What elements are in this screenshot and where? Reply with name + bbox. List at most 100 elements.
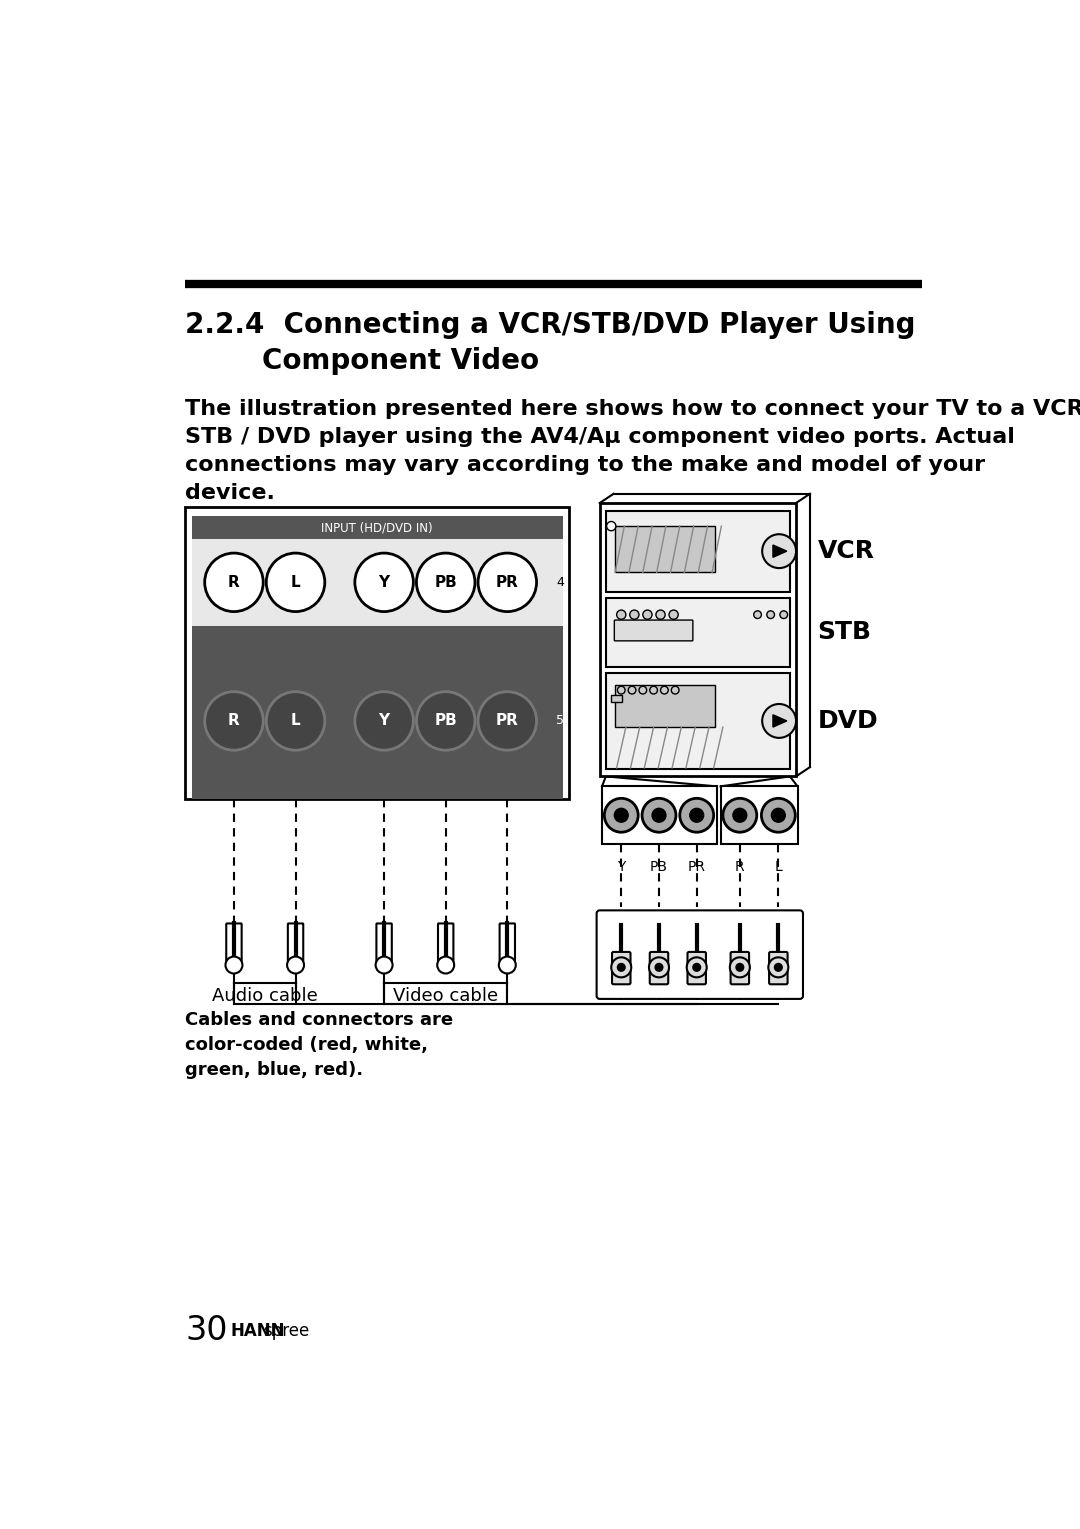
- Text: Y: Y: [378, 714, 390, 728]
- Circle shape: [605, 798, 638, 832]
- Circle shape: [730, 957, 750, 977]
- Text: R: R: [228, 714, 240, 728]
- FancyBboxPatch shape: [226, 924, 242, 962]
- Circle shape: [768, 957, 788, 977]
- Bar: [191, 627, 563, 800]
- Circle shape: [762, 534, 796, 569]
- Circle shape: [226, 957, 242, 974]
- Text: L: L: [774, 859, 782, 873]
- Text: The illustration presented here shows how to connect your TV to a VCR /
STB / DV: The illustration presented here shows ho…: [186, 399, 1080, 503]
- Circle shape: [267, 691, 325, 751]
- Text: 2.2.4  Connecting a VCR/STB/DVD Player Using
        Component Video: 2.2.4 Connecting a VCR/STB/DVD Player Us…: [186, 310, 916, 375]
- Circle shape: [649, 957, 669, 977]
- Circle shape: [780, 610, 787, 619]
- Bar: [602, 786, 717, 844]
- FancyBboxPatch shape: [596, 910, 804, 998]
- Circle shape: [618, 963, 625, 971]
- FancyBboxPatch shape: [288, 924, 303, 962]
- Text: HANN: HANN: [230, 1321, 285, 1339]
- FancyBboxPatch shape: [500, 924, 515, 962]
- Text: PB: PB: [434, 714, 457, 728]
- Bar: [720, 786, 798, 844]
- Circle shape: [355, 691, 414, 751]
- Text: STB: STB: [818, 621, 872, 644]
- Circle shape: [478, 691, 537, 751]
- Text: R: R: [735, 859, 744, 873]
- Circle shape: [615, 809, 629, 823]
- Bar: [191, 517, 563, 540]
- Text: Video cable: Video cable: [393, 986, 498, 1005]
- Bar: [606, 511, 789, 592]
- Circle shape: [669, 610, 678, 619]
- FancyBboxPatch shape: [377, 924, 392, 962]
- Text: PR: PR: [496, 714, 518, 728]
- FancyBboxPatch shape: [615, 621, 693, 641]
- Text: Audio cable: Audio cable: [212, 986, 318, 1005]
- Circle shape: [735, 963, 744, 971]
- Text: spree: spree: [264, 1321, 310, 1339]
- Circle shape: [661, 687, 669, 694]
- Circle shape: [679, 798, 714, 832]
- Circle shape: [205, 553, 264, 612]
- Circle shape: [723, 798, 757, 832]
- Circle shape: [437, 957, 455, 974]
- FancyBboxPatch shape: [730, 953, 750, 985]
- FancyBboxPatch shape: [769, 953, 787, 985]
- Text: PB: PB: [650, 859, 669, 873]
- Text: INPUT (HD/DVD IN): INPUT (HD/DVD IN): [322, 521, 433, 534]
- Bar: [606, 598, 789, 667]
- Text: 5: 5: [556, 714, 564, 728]
- Text: Y: Y: [617, 859, 625, 873]
- Circle shape: [205, 691, 264, 751]
- Circle shape: [761, 798, 795, 832]
- Circle shape: [355, 553, 414, 612]
- Text: PR: PR: [688, 859, 705, 873]
- Circle shape: [652, 809, 666, 823]
- Circle shape: [478, 553, 537, 612]
- Circle shape: [754, 610, 761, 619]
- Text: 30: 30: [186, 1315, 228, 1347]
- Circle shape: [656, 963, 663, 971]
- Circle shape: [690, 809, 704, 823]
- Bar: [599, 503, 796, 777]
- Text: DVD: DVD: [818, 709, 878, 732]
- FancyBboxPatch shape: [612, 953, 631, 985]
- Text: L: L: [291, 714, 300, 728]
- Circle shape: [287, 957, 305, 974]
- Polygon shape: [773, 714, 787, 728]
- Circle shape: [417, 691, 475, 751]
- Circle shape: [656, 610, 665, 619]
- Text: VCR: VCR: [818, 540, 875, 563]
- Circle shape: [771, 809, 785, 823]
- Circle shape: [650, 687, 658, 694]
- Circle shape: [617, 610, 626, 619]
- Circle shape: [643, 610, 652, 619]
- Text: PR: PR: [496, 575, 518, 590]
- Circle shape: [774, 963, 782, 971]
- Circle shape: [687, 957, 706, 977]
- Circle shape: [639, 687, 647, 694]
- Text: L: L: [291, 575, 300, 590]
- Circle shape: [499, 957, 516, 974]
- Text: R: R: [228, 575, 240, 590]
- FancyBboxPatch shape: [438, 924, 454, 962]
- Text: Cables and connectors are
color-coded (red, white,
green, blue, red).: Cables and connectors are color-coded (r…: [186, 1011, 454, 1079]
- Circle shape: [762, 703, 796, 739]
- Circle shape: [618, 687, 625, 694]
- FancyBboxPatch shape: [688, 953, 706, 985]
- Circle shape: [767, 610, 774, 619]
- Text: 4: 4: [556, 576, 564, 589]
- Text: Y: Y: [378, 575, 390, 590]
- Circle shape: [630, 610, 639, 619]
- Circle shape: [611, 957, 632, 977]
- Text: PB: PB: [434, 575, 457, 590]
- Bar: [616, 526, 715, 572]
- Circle shape: [376, 957, 392, 974]
- FancyBboxPatch shape: [650, 953, 669, 985]
- Circle shape: [607, 521, 616, 531]
- Circle shape: [642, 798, 676, 832]
- Circle shape: [629, 687, 636, 694]
- Bar: [606, 673, 789, 769]
- Circle shape: [417, 553, 475, 612]
- Polygon shape: [773, 544, 787, 557]
